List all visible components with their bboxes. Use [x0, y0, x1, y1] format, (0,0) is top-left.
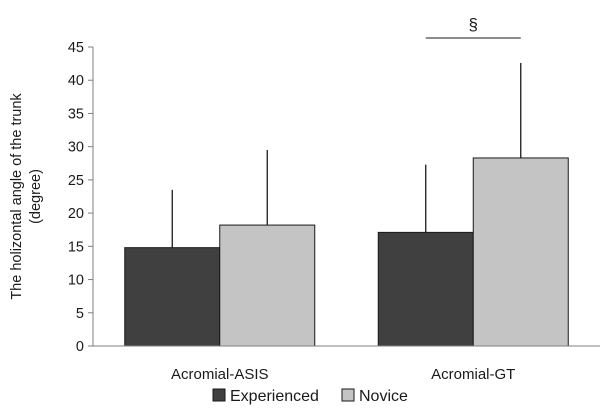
y-tick-label: 0: [76, 339, 84, 355]
legend: Experienced Novice: [212, 388, 408, 405]
legend-label-novice: Novice: [359, 388, 408, 405]
legend-swatch-experienced: [212, 388, 226, 402]
y-tick-label: 45: [68, 40, 84, 56]
y-tick-label: 40: [68, 73, 84, 89]
x-category-label: Acromial-GT: [431, 366, 515, 383]
legend-swatch-novice: [341, 388, 355, 402]
y-tick-label: 10: [68, 273, 84, 289]
y-tick-label: 5: [76, 306, 84, 322]
y-tick-label: 35: [68, 106, 84, 122]
bar-experienced-0: [124, 247, 221, 347]
x-axis: Acromial-ASIS Acromial-GT: [93, 345, 600, 383]
significance-symbol: §: [469, 15, 478, 34]
y-axis-label-line: (degree): [28, 169, 44, 224]
error-bars: [171, 62, 522, 248]
y-tick-label: 20: [68, 206, 84, 222]
bar-novice-0: [219, 224, 316, 347]
y-axis-label-line: The holizontal angle of the trunk: [9, 93, 25, 300]
legend-label-experienced: Experienced: [230, 388, 319, 405]
significance-annotation: §: [425, 15, 521, 39]
bars: [124, 157, 569, 347]
y-tick-label: 25: [68, 173, 84, 189]
y-axis: 0 5 10 15 20 25 30 35 40 45: [68, 40, 94, 355]
y-tick-label: 30: [68, 140, 84, 156]
x-category-label: Acromial-ASIS: [171, 366, 269, 383]
bar-experienced-1: [377, 231, 474, 347]
bar-novice-1: [472, 157, 569, 347]
y-axis-label: The holizontal angle of the trunk (degree…: [9, 93, 44, 300]
y-tick-label: 15: [68, 239, 84, 255]
